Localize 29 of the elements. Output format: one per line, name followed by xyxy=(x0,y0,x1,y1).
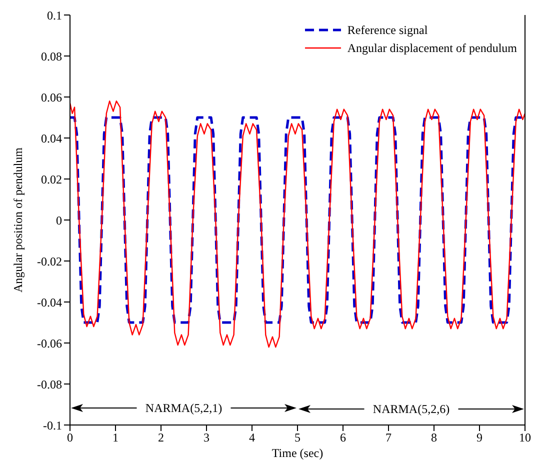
x-tick-label: 2 xyxy=(158,430,164,445)
x-tick-label: 1 xyxy=(112,430,118,445)
x-tick-label: 9 xyxy=(476,430,482,445)
y-tick-label: -0.02 xyxy=(37,254,62,268)
y-tick-label: 0 xyxy=(56,213,62,228)
x-tick-label: 3 xyxy=(204,430,210,445)
x-tick-label: 6 xyxy=(340,430,346,445)
y-tick-label: 0.06 xyxy=(41,90,62,104)
legend-label: Reference signal xyxy=(347,22,428,38)
x-tick-label: 10 xyxy=(519,430,531,445)
y-tick-label: 0.08 xyxy=(41,49,62,64)
annotation: NARMA(5,2,6) xyxy=(372,402,450,416)
x-tick-label: 8 xyxy=(431,430,437,445)
y-tick-label: 0.04 xyxy=(41,131,62,146)
y-tick-label: -0.04 xyxy=(37,295,62,310)
y-axis-title: Angular position of pendulum xyxy=(11,146,25,292)
x-tick-label: 5 xyxy=(294,430,300,445)
legend-label: Angular displacement of pendulum xyxy=(347,40,517,56)
y-tick-label: 0.02 xyxy=(41,172,62,186)
y-tick-label: -0.1 xyxy=(43,418,62,432)
y-tick-label: -0.08 xyxy=(37,377,62,392)
y-tick-label: 0.1 xyxy=(47,8,62,22)
annotation: NARMA(5,2,1) xyxy=(145,401,222,415)
x-tick-label: 7 xyxy=(386,430,392,445)
x-axis-title: Time (sec) xyxy=(272,446,324,460)
x-tick-label: 0 xyxy=(67,430,73,445)
x-tick-label: 4 xyxy=(249,430,255,445)
line-series xyxy=(70,100,525,348)
y-tick-label: -0.06 xyxy=(37,336,62,350)
